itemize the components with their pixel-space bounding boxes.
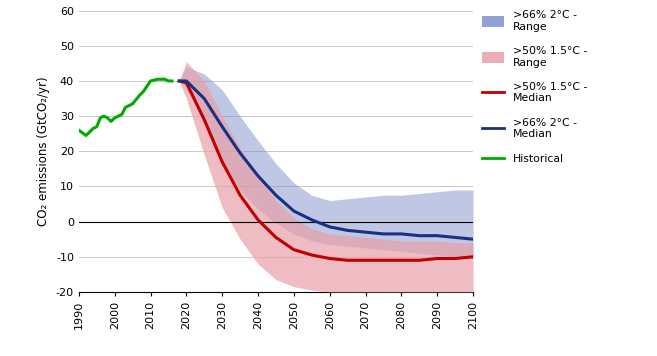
Y-axis label: CO₂ emissions (GtCO₂/yr): CO₂ emissions (GtCO₂/yr) [37, 77, 51, 226]
Legend: >66% 2°C -
Range, >50% 1.5°C -
Range, >50% 1.5°C -
Median, >66% 2°C -
Median, Hi: >66% 2°C - Range, >50% 1.5°C - Range, >5… [482, 10, 587, 164]
